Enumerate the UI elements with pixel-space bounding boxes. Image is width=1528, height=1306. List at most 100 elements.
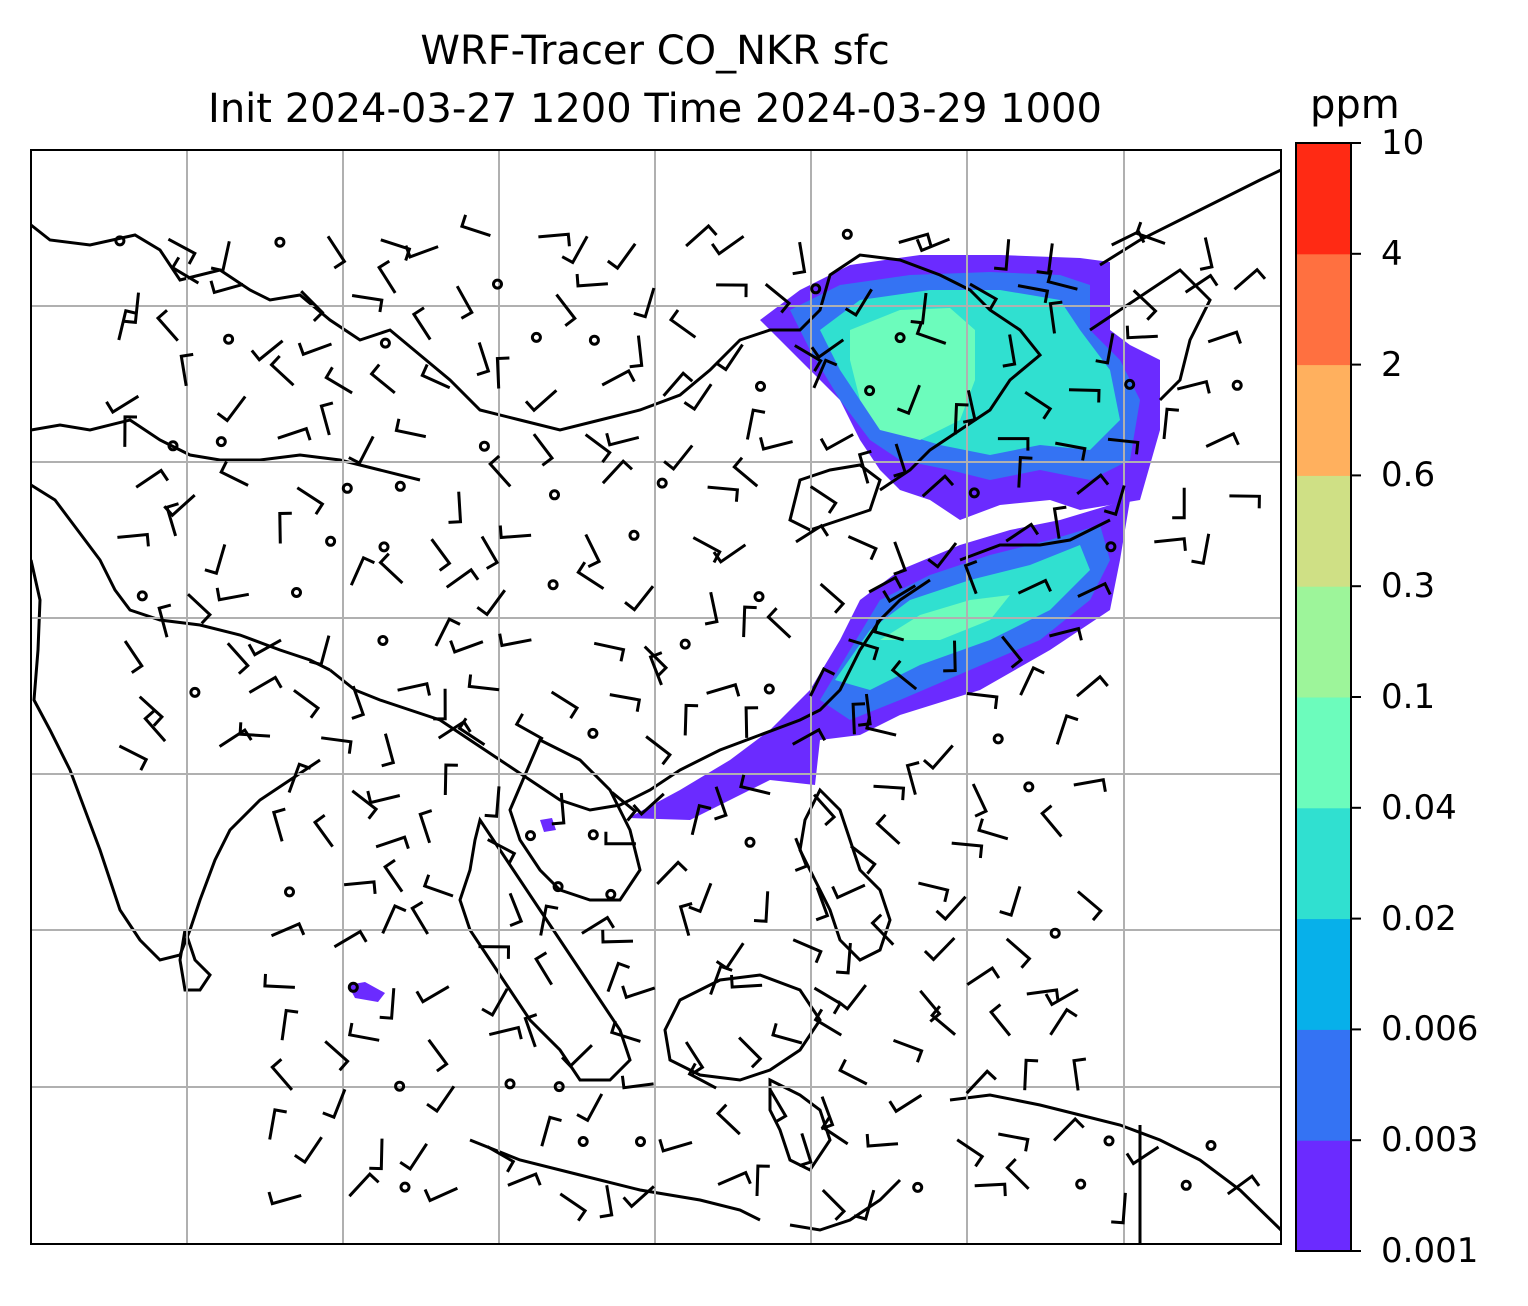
wind-barb xyxy=(997,437,1030,451)
calm-wind-marker xyxy=(552,881,564,893)
wind-barb xyxy=(524,389,558,413)
calm-wind-marker xyxy=(492,278,503,290)
calm-wind-marker xyxy=(1049,927,1061,939)
wind-barb xyxy=(835,942,852,975)
wind-barb xyxy=(999,885,1022,917)
wind-barb xyxy=(448,491,463,524)
wind-barb xyxy=(663,444,694,472)
wind-barb xyxy=(1072,1057,1087,1091)
wind-barb xyxy=(445,567,480,589)
wind-barb xyxy=(716,283,748,298)
wind-barb xyxy=(123,640,144,674)
wind-barb xyxy=(268,1108,287,1140)
wind-barb xyxy=(809,666,836,697)
wind-barb xyxy=(443,763,458,796)
wind-barb xyxy=(123,415,138,447)
wind-barb xyxy=(966,966,1001,986)
wind-barb xyxy=(1023,1058,1039,1091)
calm-wind-marker xyxy=(679,638,691,650)
wind-barb xyxy=(369,363,396,395)
wind-barb xyxy=(218,728,253,748)
wind-barb xyxy=(1184,273,1219,294)
wind-barb xyxy=(179,352,194,387)
wind-barbs xyxy=(105,214,1267,1225)
wind-barb xyxy=(849,844,877,875)
wind-barb xyxy=(1125,1145,1160,1166)
wind-barb xyxy=(601,459,634,485)
wind-barb xyxy=(320,736,353,754)
wind-barb xyxy=(123,292,140,325)
wind-barb xyxy=(771,1023,803,1045)
colorbar-tick-label: 0.006 xyxy=(1381,1009,1479,1050)
wind-barb xyxy=(759,437,793,451)
colorbar-band xyxy=(1296,918,1351,1030)
wind-barb xyxy=(495,356,510,389)
wind-barb xyxy=(969,282,999,311)
wind-barb xyxy=(609,693,642,712)
wind-barb xyxy=(977,818,1009,841)
wind-barb xyxy=(915,321,947,345)
wind-barb xyxy=(369,1138,384,1171)
wind-barb xyxy=(379,988,396,1020)
wind-barb xyxy=(838,1058,868,1086)
calm-wind-marker xyxy=(284,886,295,898)
colorbar-band xyxy=(1296,253,1351,366)
wind-barb xyxy=(481,988,509,1017)
wind-barb xyxy=(426,1085,456,1114)
wind-barb xyxy=(963,559,978,595)
wind-barb xyxy=(604,831,636,846)
wind-barb xyxy=(709,964,733,996)
wind-barb xyxy=(422,874,454,898)
wind-barb xyxy=(1103,485,1126,517)
wind-barb xyxy=(561,1044,593,1069)
wind-barb xyxy=(988,1003,1012,1037)
wind-barb xyxy=(248,675,283,694)
wind-barb xyxy=(606,961,631,993)
wind-barb xyxy=(383,858,404,893)
wind-barb xyxy=(935,895,967,922)
colorbar-band xyxy=(1296,1029,1351,1141)
wind-barb xyxy=(1040,804,1063,838)
wind-barb xyxy=(333,929,368,949)
calm-wind-marker xyxy=(992,733,1004,745)
wind-barb xyxy=(870,913,895,946)
wind-barb xyxy=(648,651,663,686)
calm-wind-marker xyxy=(810,283,822,295)
wind-barb xyxy=(956,1138,985,1168)
wind-barb xyxy=(795,523,830,544)
wind-barb xyxy=(745,408,766,440)
wind-barb xyxy=(170,256,200,285)
wind-barb xyxy=(690,803,712,836)
wind-barb xyxy=(921,474,955,498)
wind-barb xyxy=(791,727,827,746)
wind-barb xyxy=(857,449,872,484)
wind-barb xyxy=(351,294,384,313)
wind-barb xyxy=(853,1189,876,1221)
wind-barb xyxy=(576,1093,604,1123)
calm-wind-marker xyxy=(136,590,148,602)
colorbar-tick-label: 0.3 xyxy=(1381,566,1436,607)
wind-barb xyxy=(1162,407,1180,440)
wind-barb xyxy=(873,619,905,642)
wind-barb xyxy=(893,443,908,478)
wind-barb xyxy=(584,433,612,463)
wind-barb xyxy=(1226,1174,1261,1196)
calm-wind-marker xyxy=(753,591,765,603)
wind-barb xyxy=(278,511,292,544)
wind-barb xyxy=(898,232,933,247)
wind-barb xyxy=(888,1093,923,1114)
wind-barb xyxy=(658,1138,693,1153)
wind-barb xyxy=(685,223,718,248)
colorbar-tick-label: 0.1 xyxy=(1381,677,1436,717)
wind-barb xyxy=(411,306,432,341)
wind-barb xyxy=(738,1036,763,1069)
colorbar-tick-label: 2 xyxy=(1381,344,1403,385)
wind-barb xyxy=(377,259,397,294)
wind-barb xyxy=(1005,1158,1030,1190)
wind-barb xyxy=(215,587,250,602)
wind-barb xyxy=(922,744,954,771)
wind-barb xyxy=(1049,626,1083,641)
wind-barb xyxy=(858,693,872,727)
calm-wind-marker xyxy=(379,337,391,349)
wind-barb xyxy=(1073,778,1107,792)
